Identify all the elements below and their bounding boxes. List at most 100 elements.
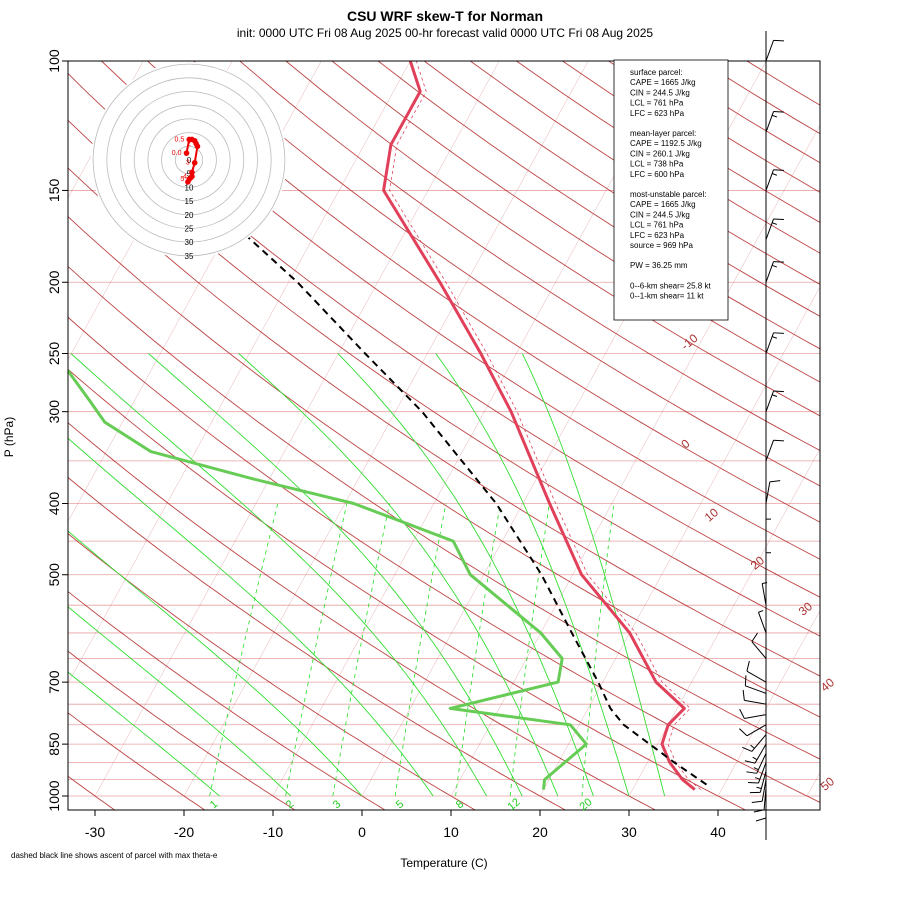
pressure-tick-label: 300 — [46, 400, 62, 424]
dry-adiabat — [285, 61, 820, 417]
hodograph-ring — [174, 145, 204, 175]
hodograph-ring — [133, 104, 245, 216]
dry-adiabat — [193, 61, 820, 487]
temperature-tick-label: 10 — [443, 824, 459, 840]
profile-traces — [68, 61, 708, 791]
pressure-tick-label: 1000 — [46, 780, 62, 811]
barb-flag — [742, 746, 753, 752]
barb-half-flag — [771, 114, 778, 118]
info-line: LFC = 623 hPa — [630, 231, 685, 240]
mixing-ratio-line — [509, 503, 550, 797]
mixing-ratio-line — [332, 503, 390, 797]
dry-adiabat — [68, 216, 820, 718]
barb-shaft — [751, 641, 767, 659]
hodograph-ring — [106, 77, 272, 243]
dry-adiabat — [68, 72, 820, 598]
temperature-tick-label: -30 — [85, 824, 105, 840]
dry-adiabat — [68, 422, 657, 810]
hodograph-point-label: 3 — [186, 160, 190, 167]
barb-shaft — [765, 261, 774, 283]
barb-flag — [744, 760, 756, 764]
pressure-tick-label: 250 — [46, 342, 62, 366]
moist-adiabat — [70, 353, 487, 797]
mixing-ratio-label: 20 — [578, 796, 595, 813]
barb-half-flag — [771, 173, 778, 176]
info-line: LFC = 600 hPa — [630, 170, 685, 179]
info-box-frame — [613, 59, 729, 321]
barb-shaft — [765, 390, 774, 412]
wind-barb — [751, 779, 767, 804]
hodograph-ring — [147, 118, 231, 202]
wind-barb — [765, 169, 784, 191]
temperature-tick-label: 40 — [710, 824, 726, 840]
wind-barb — [755, 796, 767, 822]
temperature-trace — [382, 61, 696, 791]
isotherm-line — [450, 124, 820, 797]
hodograph-point-label: 2 — [187, 141, 191, 148]
hodograph-ring-label: 20 — [185, 211, 194, 220]
wind-barb-column — [739, 31, 784, 840]
info-line: surface parcel: — [630, 68, 682, 77]
barb-flag — [751, 632, 759, 642]
isotherm-label: 30 — [796, 599, 815, 619]
barb-shaft — [754, 743, 767, 764]
hodograph-ring-label: 25 — [185, 225, 194, 234]
mixing-ratio-label: 1 — [208, 798, 220, 811]
info-line: LFC = 623 hPa — [630, 109, 685, 118]
info-line: CIN = 244.5 J/kg — [630, 88, 690, 97]
hodograph-background — [91, 62, 287, 258]
parcel-ascent-trace — [132, 143, 708, 786]
barb-flag — [755, 817, 767, 822]
isotherm-label: 40 — [818, 675, 837, 695]
mixing-ratio-line — [394, 503, 447, 797]
pressure-tick-label: 100 — [46, 49, 62, 73]
y-axis-label: P (hPa) — [2, 417, 16, 457]
barb-flag — [746, 660, 750, 672]
wind-barb — [748, 762, 767, 784]
isotherm-line — [539, 286, 820, 797]
dry-adiabat — [68, 591, 386, 810]
wind-barb — [765, 439, 784, 462]
barb-flag — [753, 809, 765, 813]
isotherm-line — [68, 61, 411, 684]
barb-half-flag — [758, 610, 764, 613]
barb-flag — [746, 771, 757, 774]
wind-barb — [765, 518, 771, 542]
barb-shaft — [765, 440, 774, 462]
pressure-tick-label: 700 — [46, 670, 62, 694]
barb-shaft — [758, 762, 767, 784]
mixing-ratio-line — [209, 503, 279, 797]
isotherm-label: 10 — [702, 505, 721, 525]
wind-barb — [765, 552, 771, 575]
barb-half-flag — [771, 394, 778, 397]
barb-flag — [748, 781, 759, 784]
barb-shaft — [759, 770, 767, 793]
moist-adiabat — [148, 353, 523, 797]
hodograph-ring-label: 35 — [185, 252, 194, 261]
background-grid — [68, 61, 820, 810]
isotherm-line — [68, 61, 144, 199]
wind-barb — [765, 261, 784, 283]
wind-barb — [765, 480, 781, 504]
pressure-axis: 100 150 200 250 300 400 500 700 850 1000 — [46, 49, 68, 812]
hodograph-point-label: 4 — [183, 173, 187, 180]
dry-adiabat — [68, 650, 296, 810]
barb-flag — [773, 261, 784, 263]
hodograph-ring-label: 10 — [185, 183, 194, 192]
info-line: LCL = 761 hPa — [630, 99, 684, 108]
hodograph-ring — [120, 91, 258, 229]
barb-shaft — [758, 612, 767, 634]
dry-adiabat — [562, 61, 820, 223]
hodograph-point — [191, 159, 198, 166]
info-line: 0--1-km shear= 11 kt — [630, 292, 704, 301]
wind-barb — [744, 743, 767, 764]
wind-barb — [765, 218, 784, 240]
dry-adiabat — [68, 316, 820, 803]
barb-shaft — [765, 332, 774, 354]
wind-barb — [753, 787, 767, 813]
moist-adiabat — [238, 353, 559, 797]
pressure-tick-label: 400 — [46, 492, 62, 516]
hodograph-point-label: 0.0 — [172, 150, 182, 157]
barb-shaft — [761, 583, 767, 606]
